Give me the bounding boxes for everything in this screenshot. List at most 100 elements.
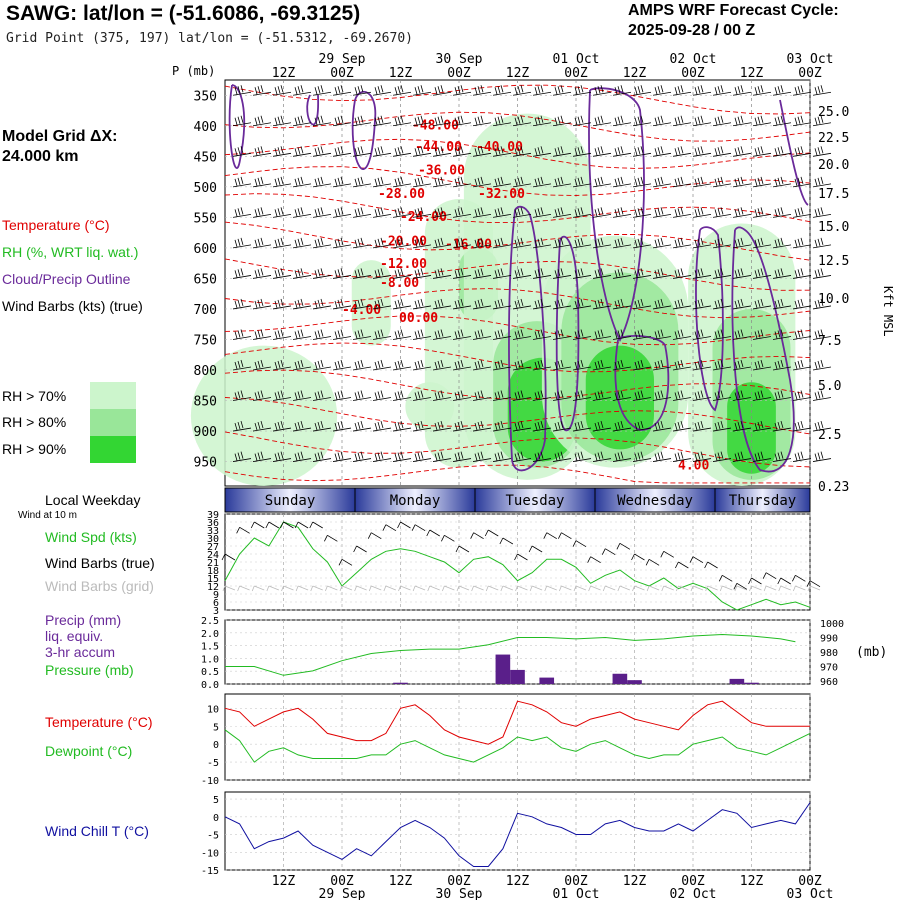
wind-barb	[452, 115, 472, 127]
wind-barb	[792, 451, 812, 462]
bottom-tick: 00Z	[798, 874, 822, 889]
xsec-top-tick: 00Z	[798, 66, 822, 81]
surface-wind-barb	[382, 524, 397, 532]
wind-barb	[532, 451, 552, 462]
wind-barb	[372, 451, 392, 462]
wspd-tick-label: 6	[213, 598, 219, 609]
wind-chill-line	[224, 802, 811, 867]
wind-barb	[252, 146, 272, 157]
wind-barb	[812, 176, 832, 188]
wind-barb	[432, 268, 452, 279]
wind-barb	[332, 451, 352, 462]
temp-contour-8	[224, 315, 811, 346]
wind-barb	[512, 359, 532, 371]
wind-barb	[372, 146, 392, 157]
wind-barb	[632, 359, 652, 371]
wind-barb	[572, 146, 592, 157]
wind-barb	[432, 207, 452, 218]
wspd-tick-label: 30	[207, 534, 219, 545]
surface-grid-barb	[383, 585, 397, 592]
wind-barb	[352, 146, 372, 157]
surface-wind-barb	[718, 574, 733, 582]
pressure-tick-label: 650	[194, 272, 217, 287]
wind-barb	[692, 115, 712, 127]
surface-grid-barb	[807, 585, 821, 592]
wind-barb	[292, 237, 312, 249]
wind-barb	[452, 329, 472, 340]
xsec-top-tick: 12Z	[389, 66, 413, 81]
surface-wind-barb	[309, 521, 323, 529]
wind-barb	[792, 85, 812, 96]
cloud-outline-3	[508, 205, 547, 472]
kft-tick-label: 10.0	[818, 292, 849, 307]
wind-barb	[312, 85, 332, 96]
wind-barb	[792, 176, 812, 188]
surface-grid-barb	[793, 585, 806, 592]
wind-barb	[432, 176, 452, 188]
temp-contour-13	[224, 464, 810, 484]
bottom-tick: 00Z	[330, 874, 354, 889]
wind-barb	[512, 146, 532, 157]
temp-contour-label: -4.00	[342, 303, 381, 318]
wind-barb	[692, 298, 712, 310]
wind-barb	[732, 329, 752, 340]
wind-barb	[232, 176, 252, 188]
surface-wind-barb	[689, 556, 704, 564]
wind-barb	[672, 298, 692, 310]
wind-barb	[472, 329, 492, 340]
wind-barb	[592, 115, 612, 127]
wind-barb	[692, 85, 712, 96]
wind-barb	[232, 329, 252, 340]
wind-barb	[252, 390, 272, 401]
surface-grid-barb	[515, 585, 528, 592]
wind-barb	[412, 85, 432, 96]
wind-barb	[352, 329, 372, 340]
pressure-tick-label: 990	[820, 633, 838, 644]
wind-barb	[752, 207, 772, 218]
wind-barb	[272, 85, 292, 96]
legend-pressure: Pressure (mb)	[45, 662, 134, 678]
bottom-tick: 00Z	[681, 874, 705, 889]
wind-barb	[812, 207, 832, 218]
bottom-date: 02 Oct	[670, 887, 717, 900]
pressure-tick-label: 600	[194, 242, 217, 257]
wind-barb	[432, 237, 452, 249]
surface-grid-barb	[456, 585, 470, 592]
legend-rh80: RH > 80%	[2, 414, 67, 430]
wchill-tick-label: -10	[201, 848, 219, 859]
wind-barb	[292, 85, 312, 96]
wind-barb	[772, 115, 792, 127]
wind-barb	[492, 176, 512, 188]
wind-barb	[532, 115, 552, 127]
wind-barb	[292, 329, 312, 340]
wind-barb	[452, 146, 472, 157]
wind-barb	[452, 390, 472, 401]
wind-barb	[372, 237, 392, 249]
wind-barb	[292, 146, 312, 157]
wind-barb	[592, 146, 612, 157]
wind-barb	[652, 359, 672, 371]
cloud-outline-7	[695, 226, 724, 412]
wind-barb	[272, 298, 292, 310]
wind-barb	[372, 115, 392, 127]
precip-bar-0	[393, 682, 408, 684]
wind-barb	[592, 451, 612, 462]
wind-barb	[632, 207, 652, 218]
precip-bar-1	[495, 654, 511, 684]
wind-barb	[712, 298, 732, 310]
wind-barb	[292, 390, 312, 401]
temp-contour-2	[224, 138, 811, 169]
surface-wind-barb	[543, 532, 557, 540]
wind-barb	[572, 390, 592, 401]
wind-barb	[712, 237, 732, 249]
bottom-tick: 00Z	[447, 874, 471, 889]
wind-barb	[412, 268, 432, 279]
wind-barb	[612, 420, 632, 432]
wind-barb	[472, 237, 492, 249]
legend-rh90: RH > 90%	[2, 441, 67, 457]
wind-barb	[732, 420, 752, 432]
wind-barb	[672, 115, 692, 127]
xsec-top-tick: 00Z	[681, 66, 705, 81]
surface-wind-barb	[397, 521, 411, 529]
